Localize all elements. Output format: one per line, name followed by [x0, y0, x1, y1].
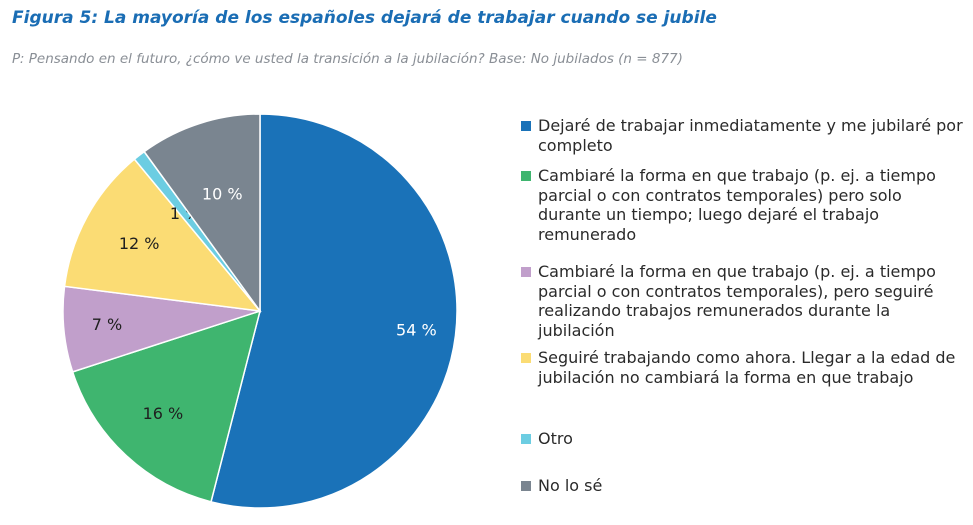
- chart-title: Figura 5: La mayoría de los españoles de…: [12, 8, 717, 28]
- legend-swatch: [521, 481, 531, 491]
- slice-data-label: 16 %: [143, 404, 184, 423]
- legend-label: Seguiré trabajando como ahora. Llegar a …: [538, 348, 956, 387]
- pie-slice: [210, 113, 458, 509]
- chart-subtitle: P: Pensando en el futuro, ¿cómo ve usted…: [12, 51, 683, 67]
- legend-item: Cambiaré la forma en que trabajo (p. ej.…: [521, 262, 968, 340]
- pie-slice: [71, 309, 262, 503]
- legend-label: Dejaré de trabajar inmediatamente y me j…: [538, 116, 963, 155]
- legend-item: Otro: [521, 429, 968, 449]
- legend-label: Cambiaré la forma en que trabajo (p. ej.…: [538, 262, 936, 340]
- slice-data-label: 12 %: [119, 234, 160, 253]
- legend-swatch: [521, 434, 531, 444]
- legend-item: Cambiaré la forma en que trabajo (p. ej.…: [521, 166, 968, 244]
- legend-label: Otro: [538, 429, 573, 448]
- legend-label: No lo sé: [538, 476, 603, 495]
- slice-data-label: 10 %: [202, 184, 243, 203]
- slice-data-label: 7 %: [92, 315, 122, 334]
- legend-swatch: [521, 353, 531, 363]
- legend-swatch: [521, 121, 531, 131]
- legend-item: Dejaré de trabajar inmediatamente y me j…: [521, 116, 968, 155]
- legend-label: Cambiaré la forma en que trabajo (p. ej.…: [538, 166, 936, 244]
- pie-slice: [143, 113, 261, 314]
- legend-swatch: [521, 171, 531, 181]
- pie-slice: [63, 158, 262, 312]
- legend-item: No lo sé: [521, 476, 968, 496]
- legend-item: Seguiré trabajando como ahora. Llegar a …: [521, 348, 968, 387]
- slice-data-label: 54 %: [396, 320, 437, 339]
- legend-swatch: [521, 267, 531, 277]
